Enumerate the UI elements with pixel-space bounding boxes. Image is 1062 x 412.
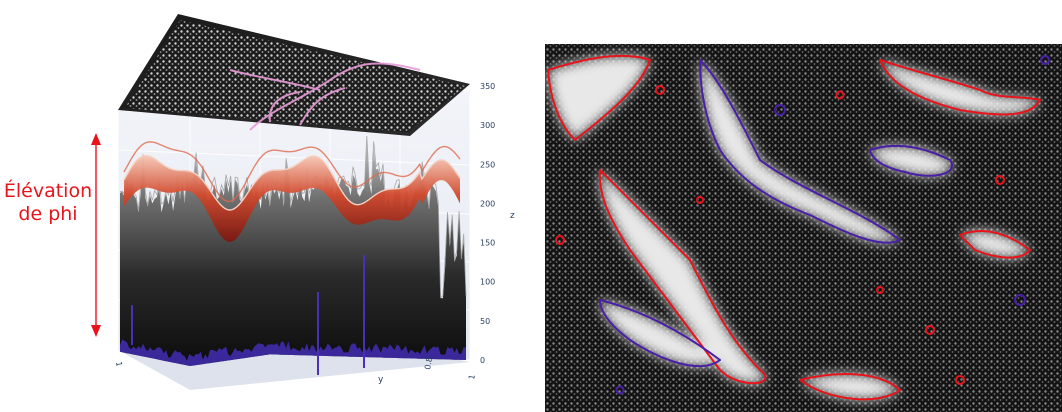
noisy-surface-base bbox=[120, 339, 466, 366]
phi-surface-front bbox=[124, 155, 460, 242]
phi-elevation-annotation: Élévation de phi bbox=[4, 133, 101, 337]
surface-3d-plot: 0 50 100 150 200 250 300 350 z y 0.8 1 1 bbox=[114, 14, 515, 391]
z-tick: 350 bbox=[480, 82, 495, 91]
z-tick: 300 bbox=[480, 121, 495, 130]
z-tick: 150 bbox=[480, 239, 495, 248]
phi-surface-ridge bbox=[123, 154, 461, 211]
z-tick: 100 bbox=[480, 278, 495, 287]
phi-surface-back-ridge bbox=[123, 141, 461, 203]
heatmap-panel bbox=[545, 44, 1062, 412]
y-axis-label: y bbox=[378, 375, 384, 385]
z-tick: 200 bbox=[480, 199, 495, 208]
z-axis-label: z bbox=[510, 211, 515, 221]
x-tick: 1 bbox=[114, 361, 124, 368]
contour-overlay bbox=[547, 54, 1050, 401]
heatmap-bright-regions bbox=[548, 55, 1040, 400]
top-projection-pattern bbox=[125, 20, 465, 132]
y-tick: 0.8 bbox=[423, 356, 434, 370]
z-tick: 50 bbox=[480, 317, 490, 326]
annotation-line2: de phi bbox=[18, 203, 77, 225]
annotation-arrow-up bbox=[91, 133, 101, 145]
z-tick: 250 bbox=[480, 160, 495, 169]
y-tick: 1 bbox=[467, 374, 477, 381]
z-tick: 0 bbox=[480, 356, 485, 365]
annotation-line1: Élévation bbox=[4, 179, 92, 202]
top-projection-veins bbox=[229, 62, 421, 131]
z-axis-ticks: 0 50 100 150 200 250 300 350 bbox=[480, 82, 495, 365]
annotation-arrow-down bbox=[91, 325, 101, 337]
